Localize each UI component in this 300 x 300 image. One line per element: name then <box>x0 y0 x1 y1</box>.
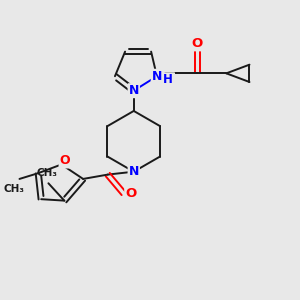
Text: CH₃: CH₃ <box>37 168 58 178</box>
Text: N: N <box>129 165 139 178</box>
Text: NH: NH <box>154 73 174 86</box>
Text: N: N <box>129 84 139 97</box>
Text: N: N <box>152 70 162 83</box>
Text: O: O <box>192 37 203 50</box>
Text: CH₃: CH₃ <box>3 184 24 194</box>
Text: O: O <box>60 154 70 167</box>
Text: O: O <box>125 187 136 200</box>
